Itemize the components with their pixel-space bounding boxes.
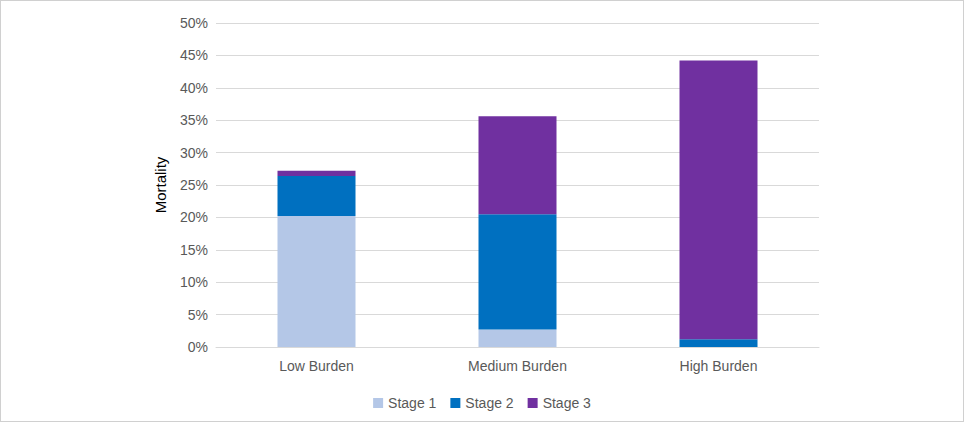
svg-text:25%: 25%: [180, 177, 208, 193]
svg-text:10%: 10%: [180, 274, 208, 290]
svg-text:35%: 35%: [180, 112, 208, 128]
svg-text:15%: 15%: [180, 242, 208, 258]
svg-text:20%: 20%: [180, 209, 208, 225]
svg-text:40%: 40%: [180, 80, 208, 96]
svg-text:5%: 5%: [188, 307, 208, 323]
svg-text:Stage 3: Stage 3: [543, 395, 591, 411]
svg-text:30%: 30%: [180, 145, 208, 161]
svg-text:50%: 50%: [180, 15, 208, 31]
svg-text:Medium Burden: Medium Burden: [468, 358, 567, 374]
svg-text:Stage 2: Stage 2: [465, 395, 513, 411]
svg-text:Mortality: Mortality: [152, 156, 169, 213]
svg-text:Stage 1: Stage 1: [388, 395, 436, 411]
svg-text:45%: 45%: [180, 47, 208, 63]
svg-text:High Burden: High Burden: [680, 358, 758, 374]
svg-text:Low Burden: Low Burden: [279, 358, 354, 374]
svg-text:0%: 0%: [188, 339, 208, 355]
